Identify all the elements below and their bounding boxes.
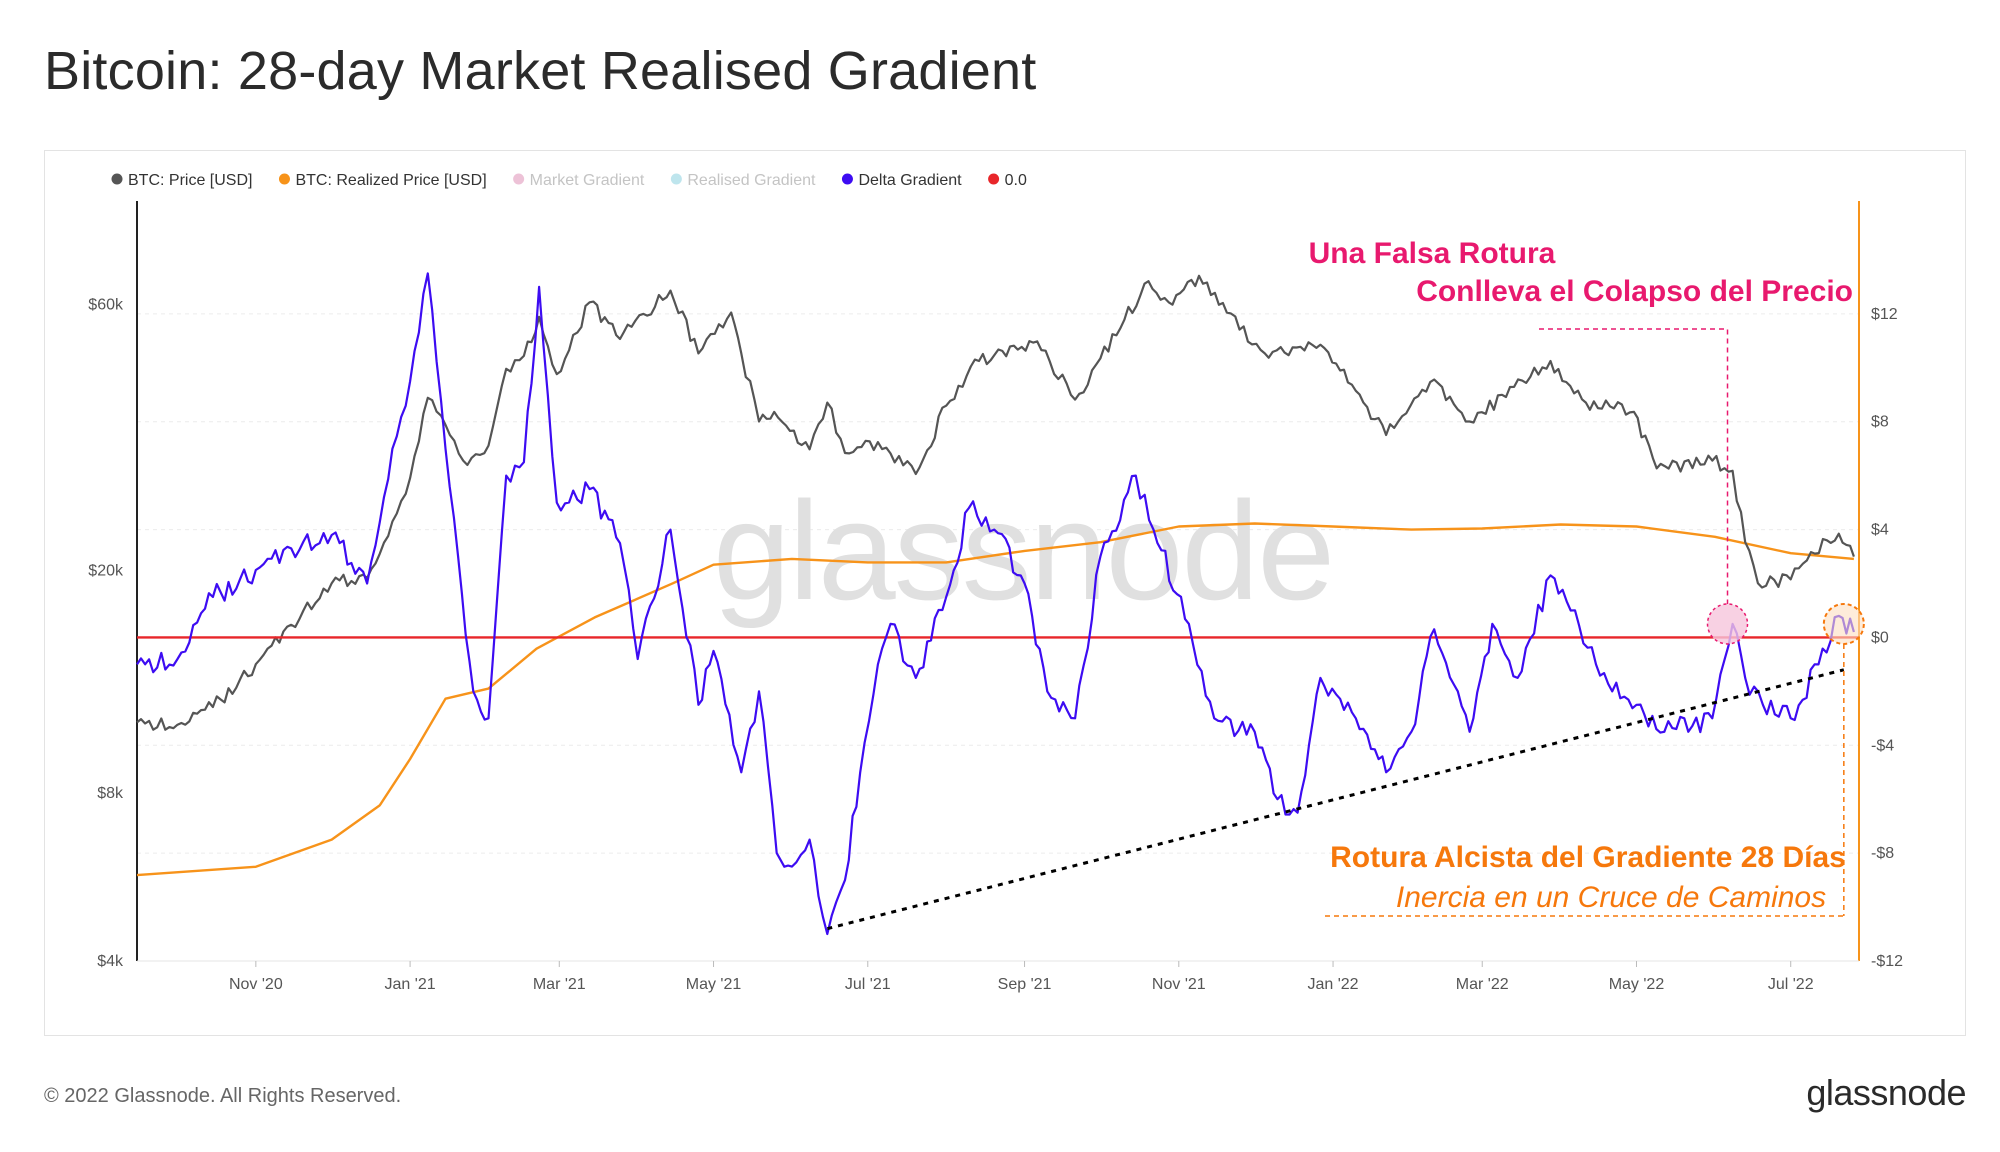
legend-item-0[interactable]: BTC: Price [USD] [111, 172, 253, 189]
left-tick-label: $60k [88, 296, 124, 313]
legend: BTC: Price [USD] BTC: Realized Price [USD… [111, 172, 1027, 189]
right-tick-label: $12 [1871, 306, 1898, 323]
legend-label: 0.0 [1005, 172, 1027, 189]
legend-label: BTC: Price [USD] [128, 172, 252, 189]
x-tick-label: Mar '21 [533, 976, 586, 993]
btc-price-line [136, 274, 1855, 731]
pink-annotation-line-1: Una Falsa Rotura [1309, 237, 1556, 270]
x-tick-label: May '22 [1609, 976, 1665, 993]
page-title: Bitcoin: 28-day Market Realised Gradient [44, 41, 1037, 101]
pink-annotation-line-2: Conlleva el Colapso del Precio [1416, 275, 1853, 308]
right-tick-label: -$12 [1871, 953, 1903, 970]
left-tick-label: $4k [97, 953, 124, 970]
right-tick-label: -$4 [1871, 737, 1894, 754]
right-tick-label: $0 [1871, 629, 1889, 646]
legend-item-5[interactable]: 0.0 [988, 172, 1027, 189]
x-tick-label: Jul '22 [1768, 976, 1814, 993]
legend-label: Realised Gradient [687, 172, 816, 189]
annotations: Una Falsa Rotura Conlleva el Colapso del … [826, 237, 1865, 931]
legend-swatch [111, 173, 123, 185]
bullish-break-marker [1822, 602, 1865, 645]
legend-label: BTC: Realized Price [USD] [295, 172, 486, 189]
x-tick-label: Sep '21 [998, 976, 1052, 993]
orange-annotation-line-1: Rotura Alcista del Gradiente 28 Días [1330, 841, 1846, 874]
legend-swatch [278, 173, 290, 185]
copyright: © 2022 Glassnode. All Rights Reserved. [44, 1085, 402, 1107]
x-tick-label: Jan '21 [385, 976, 436, 993]
right-tick-label: $4 [1871, 522, 1889, 539]
right-tick-label: $8 [1871, 414, 1889, 431]
legend-item-1[interactable]: BTC: Realized Price [USD] [278, 172, 487, 189]
footer-logo: glassnode [1806, 1072, 1966, 1113]
chart-svg: glassnode $4k$8k$20k$60k-$12-$8-$4$0$4$8… [88, 172, 1903, 993]
right-tick-label: -$8 [1871, 845, 1894, 862]
legend-swatch [513, 173, 525, 185]
delta-gradient-line [136, 272, 1855, 936]
x-tick-label: Jan '22 [1307, 976, 1358, 993]
legend-swatch [670, 173, 682, 185]
legend-swatch [841, 173, 853, 185]
legend-item-3[interactable]: Realised Gradient [670, 172, 816, 189]
x-tick-label: Jul '21 [845, 976, 891, 993]
x-tick-label: Nov '20 [229, 976, 283, 993]
chart-panel: glassnode $4k $8k $20k $60k -$12 -$8 -$4 $0 $4 $8… [44, 150, 1966, 1036]
legend-swatch [988, 173, 1000, 185]
x-tick-label: May '21 [686, 976, 742, 993]
realized-price-line [136, 522, 1855, 877]
x-tick-label: Nov '21 [1152, 976, 1206, 993]
left-tick-label: $20k [88, 563, 124, 580]
left-tick-label: $8k [97, 785, 124, 802]
pink-annotation-connector [1539, 328, 1729, 604]
legend-item-2[interactable]: Market Gradient [513, 172, 645, 189]
legend-label: Market Gradient [530, 172, 645, 189]
series-lines [136, 272, 1859, 936]
orange-annotation-line-2: Inercia en un Cruce de Caminos [1396, 881, 1826, 914]
legend-item-4[interactable]: Delta Gradient [841, 172, 962, 189]
x-tick-label: Mar '22 [1456, 976, 1509, 993]
false-break-marker [1706, 603, 1749, 645]
legend-label: Delta Gradient [858, 172, 962, 189]
axes: $4k $8k $20k $60k -$12 -$8 -$4 $0 $4 $8 $12 Nov '20… [88, 201, 1903, 993]
